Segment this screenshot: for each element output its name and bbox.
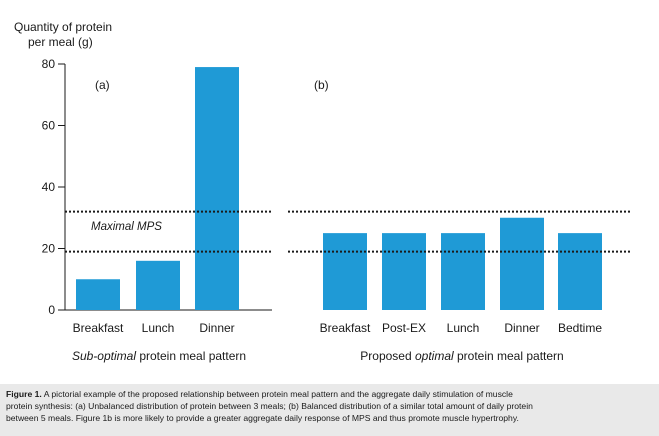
category-label-b: Dinner — [504, 321, 539, 335]
x-axis-label-a-rest: protein meal pattern — [136, 349, 246, 363]
category-label-b: Post-EX — [382, 321, 426, 335]
category-label-a: Breakfast — [73, 321, 124, 335]
bar-b-lunch — [441, 233, 485, 310]
y-tick-label: 60 — [42, 119, 56, 133]
panel-label-b: (b) — [314, 78, 329, 92]
figure-caption: Figure 1. A pictorial example of the pro… — [0, 384, 659, 436]
y-tick-label: 0 — [48, 303, 55, 317]
caption-line-1: Figure 1. A pictorial example of the pro… — [6, 388, 651, 400]
y-tick-label: 40 — [42, 180, 56, 194]
category-label-b: Lunch — [447, 321, 480, 335]
bar-b-post-ex — [382, 233, 426, 310]
bar-b-bedtime — [558, 233, 602, 310]
bar-b-dinner — [500, 217, 544, 310]
category-label-a: Lunch — [142, 321, 175, 335]
y-axis-title-line1: Quantity of protein — [14, 20, 112, 34]
bar-b-breakfast — [323, 233, 367, 310]
category-label-b: Breakfast — [320, 321, 371, 335]
bar-a-breakfast — [76, 279, 120, 310]
maximal-mps-label: Maximal MPS — [91, 221, 162, 233]
x-axis-label-a: Sub-optimal protein meal pattern — [72, 349, 246, 363]
x-axis-label-b-rest: protein meal pattern — [454, 349, 564, 363]
x-axis-label-a-italic: Sub-optimal — [72, 349, 136, 363]
category-label-b: Bedtime — [558, 321, 602, 335]
caption-line-3: between 5 meals. Figure 1b is more likel… — [6, 413, 519, 424]
bar-a-lunch — [136, 260, 180, 310]
caption-figure-number: Figure 1. — [6, 389, 42, 399]
x-axis-label-b-italic: optimal — [415, 349, 454, 363]
y-tick-label: 20 — [42, 242, 56, 256]
x-axis-label-b-prefix: Proposed — [360, 349, 415, 363]
bar-a-dinner — [195, 67, 239, 310]
y-axis-title-line2: per meal (g) — [28, 35, 93, 49]
protein-meal-pattern-chart: Quantity of protein per meal (g) 0 20 40 60… — [14, 20, 630, 363]
panel-label-a: (a) — [95, 78, 110, 92]
x-axis-label-b: Proposed optimal protein meal pattern — [360, 349, 563, 363]
caption-text-1: A pictorial example of the proposed rela… — [41, 389, 513, 399]
y-tick-label: 80 — [42, 57, 56, 71]
category-label-a: Dinner — [199, 321, 234, 335]
caption-line-2: protein synthesis: (a) Unbalanced distri… — [6, 401, 533, 412]
